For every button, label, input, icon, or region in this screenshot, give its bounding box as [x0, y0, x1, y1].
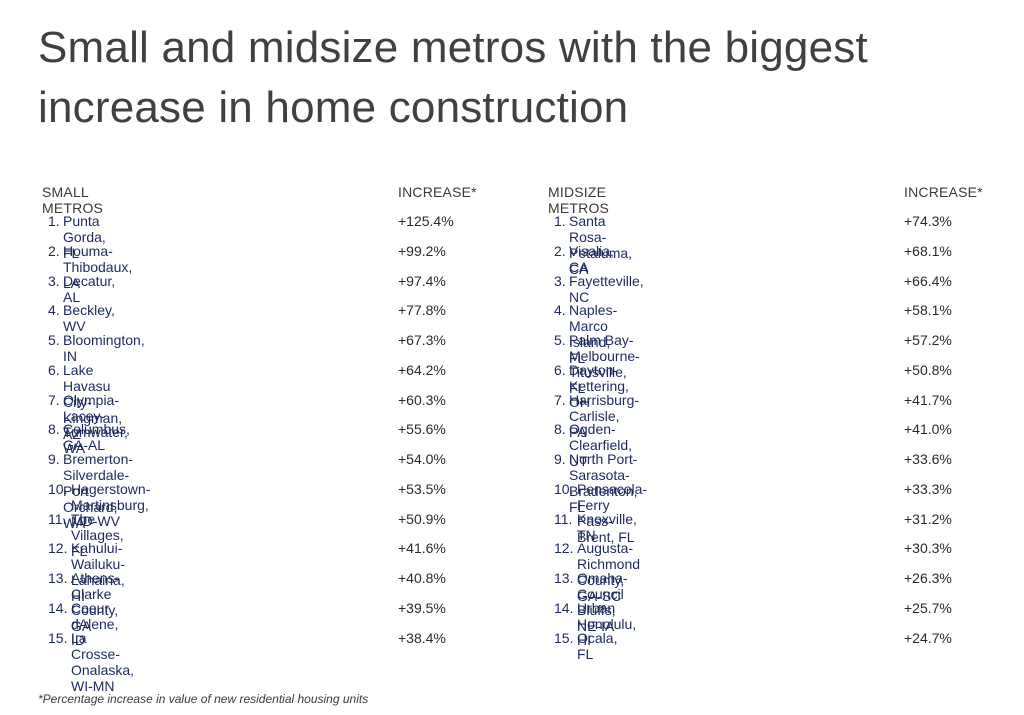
metro-name: Visalia, CA	[569, 242, 614, 275]
rank-number: 6.	[554, 361, 566, 378]
midsize-metros-column-header: MIDSIZE METROS	[548, 184, 610, 216]
increase-value: +60.3%	[398, 391, 446, 408]
metro-name: Augusta-Richmond County, GA-SC	[577, 540, 641, 605]
rank-number: 4.	[48, 302, 60, 319]
rank-number: 1.	[48, 213, 60, 229]
metro-name: Santa Rosa-Petaluma, CA	[569, 213, 633, 277]
increase-value: +99.2%	[398, 242, 446, 259]
metro-name: Harrisburg-Carlisle, PA	[569, 391, 640, 440]
rank-number: 15.	[48, 629, 68, 646]
increase-value: +41.0%	[904, 421, 952, 438]
metro-name: Olympia-Lacey-Tumwater, WA	[63, 391, 128, 456]
increase-value: +33.3%	[904, 480, 952, 497]
metro-name: Coeur dAlene, ID	[71, 599, 119, 648]
metro-name: Dayton-Kettering, OH	[569, 361, 629, 410]
increase-value: +50.8%	[904, 361, 952, 378]
increase-value: +26.3%	[904, 570, 952, 586]
page-title: Small and midsize metros with the bigges…	[38, 23, 868, 132]
metro-name: Bloomington, IN	[63, 332, 145, 364]
rank-number: 8.	[554, 421, 566, 438]
rank-number: 5.	[554, 332, 566, 348]
metro-name: Naples-Marco Island, FL	[569, 302, 618, 367]
metro-name: Knoxville, TN	[577, 510, 637, 543]
metro-name: Hagerstown-Martinsburg, MD-WV	[71, 480, 151, 529]
rank-number: 2.	[48, 242, 60, 259]
increase-value: +97.4%	[398, 272, 446, 289]
metro-name: The Villages, FL	[71, 510, 124, 559]
increase-value: +77.8%	[398, 302, 446, 319]
rank-number: 10.	[48, 480, 68, 497]
metro-name: Bremerton-Silverdale-Port Orchard, WA	[63, 451, 134, 531]
small-metros-column-header: SMALL METROS	[42, 184, 104, 216]
rank-number: 8.	[48, 421, 60, 438]
rank-number: 9.	[48, 451, 60, 467]
increase-value: +41.7%	[904, 391, 952, 408]
rank-number: 3.	[554, 272, 566, 289]
increase-value: +68.1%	[904, 242, 952, 259]
increase-value: +33.6%	[904, 451, 952, 467]
rank-number: 12.	[48, 540, 68, 557]
rank-number: 14.	[554, 599, 574, 616]
rank-number: 7.	[48, 391, 60, 408]
metro-name: Lake Havasu City-Kingman, AZ	[63, 361, 123, 442]
increase-value: +24.7%	[904, 629, 952, 646]
increase-value: +53.5%	[398, 480, 446, 497]
increase-value: +125.4%	[398, 213, 454, 229]
metro-name: Ocala, FL	[577, 629, 618, 662]
increase-value: +50.9%	[398, 510, 446, 527]
increase-value: +54.0%	[398, 451, 446, 467]
metro-name: North Port-Sarasota-Bradenton, FL	[569, 451, 638, 515]
increase-value: +67.3%	[398, 332, 446, 348]
increase-value: +25.7%	[904, 599, 952, 616]
metro-name: Beckley, WV	[63, 302, 115, 335]
metro-name: Palm Bay-Melbourne-Titusville, FL	[569, 332, 640, 396]
increase-value: +57.2%	[904, 332, 952, 348]
rank-number: 12.	[554, 540, 574, 557]
metro-name: Kahului-Wailuku-Lahaina, HI	[71, 540, 125, 605]
metro-name: Pensacola-Ferry Pass-Brent, FL	[577, 480, 648, 545]
increase-value: +66.4%	[904, 272, 952, 289]
rank-number: 1.	[554, 213, 566, 229]
rank-number: 3.	[48, 272, 60, 289]
increase-value: +58.1%	[904, 302, 952, 319]
metro-name: Columbus, GA-AL	[63, 421, 130, 454]
metro-name: Omaha-Council Bluffs, NE-IA	[577, 570, 628, 634]
increase-value: +55.6%	[398, 421, 446, 438]
metro-name: Houma-Thibodaux, LA	[63, 242, 133, 291]
rank-number: 11.	[554, 510, 573, 527]
increase-value: +64.2%	[398, 361, 446, 378]
rank-number: 2.	[554, 242, 566, 259]
metro-name: Punta Gorda, FL	[63, 213, 106, 261]
footnote: *Percentage increase in value of new res…	[38, 692, 369, 706]
metro-name: Ogden-Clearfield, UT	[569, 421, 633, 470]
midsize-increase-column-header: INCREASE*	[904, 184, 983, 200]
rank-number: 5.	[48, 332, 60, 348]
rank-number: 11.	[48, 510, 67, 527]
increase-value: +38.4%	[398, 629, 446, 646]
metro-name: Fayetteville, NC	[569, 272, 644, 305]
increase-value: +74.3%	[904, 213, 952, 229]
rank-number: 13.	[48, 570, 68, 586]
rank-number: 9.	[554, 451, 566, 467]
increase-value: +40.8%	[398, 570, 446, 586]
rank-number: 13.	[554, 570, 574, 586]
rank-number: 6.	[48, 361, 60, 378]
metro-name: La Crosse-Onalaska, WI-MN	[71, 629, 135, 694]
increase-value: +31.2%	[904, 510, 952, 527]
rank-number: 10.	[554, 480, 574, 497]
rank-number: 15.	[554, 629, 574, 646]
metro-name: Athens-Clarke County, GA	[71, 570, 120, 634]
metro-name: Urban Honolulu, HI	[577, 599, 637, 648]
increase-value: +39.5%	[398, 599, 446, 616]
metro-name: Decatur, AL	[63, 272, 116, 305]
rank-number: 4.	[554, 302, 566, 319]
small-increase-column-header: INCREASE*	[398, 184, 477, 200]
rank-number: 14.	[48, 599, 68, 616]
increase-value: +41.6%	[398, 540, 446, 557]
rank-number: 7.	[554, 391, 566, 408]
increase-value: +30.3%	[904, 540, 952, 557]
